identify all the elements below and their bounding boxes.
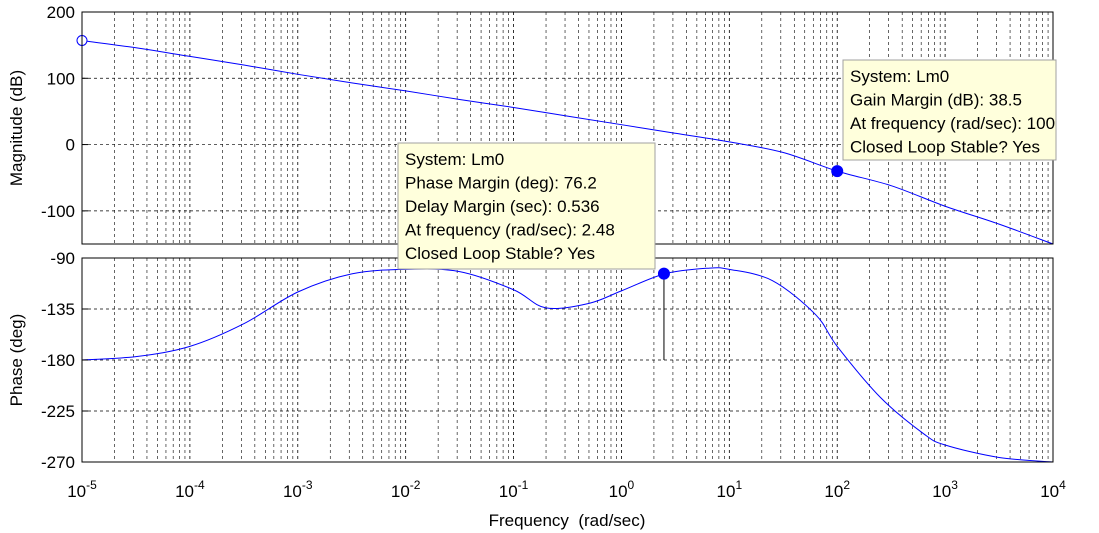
magnitude-curve: [81, 40, 1054, 245]
frequency-tick-label: 100: [609, 478, 635, 501]
frequency-axis-label: Frequency (rad/sec): [489, 511, 646, 530]
magnitude-axis-label: Magnitude (dB): [7, 70, 26, 186]
phase-y-ticks: -90 -135 -180 -225 -270: [41, 249, 88, 472]
magnitude-y-tick-label: 0: [66, 136, 75, 155]
datatip-line: Phase Margin (deg): 76.2: [405, 174, 597, 193]
magnitude-y-tick-label: 100: [47, 69, 75, 88]
datatip-line: At frequency (rad/sec): 100: [850, 114, 1055, 133]
frequency-tick-label: 10-3: [283, 478, 313, 501]
datatip-box: [842, 59, 1057, 161]
phase-margin-marker: [657, 267, 670, 280]
frequency-tick-label: 10-5: [67, 478, 97, 501]
phase-y-tick-label: -90: [50, 249, 75, 268]
magnitude-y-ticks: 200 100 0 -100: [41, 3, 88, 221]
phase-margin-datatip: System: Lm0 Phase Margin (deg): 76.2 Delay…: [397, 142, 656, 270]
frequency-tick-label: 10-1: [499, 478, 529, 501]
gain-margin-datatip: System: Lm0 Gain Margin (dB): 38.5 At freq…: [842, 59, 1057, 161]
phase-y-tick-label: -270: [41, 453, 75, 472]
phase-y-tick-label: -225: [41, 402, 75, 421]
frequency-tick-label: 103: [932, 478, 958, 501]
frequency-tick-label: 102: [824, 478, 850, 501]
phase-axis-label: Phase (deg): [7, 314, 26, 407]
frequency-x-ticks: 10-5 10-4 10-3 10-2 10-1 100 101 102 103 104: [67, 478, 1066, 501]
frequency-tick-label: 104: [1040, 478, 1066, 501]
phase-grid: [82, 258, 1053, 462]
datatip-line: System: Lm0: [850, 67, 949, 86]
phase-y-tick-label: -135: [41, 300, 75, 319]
phase-plot: [81, 267, 1054, 463]
datatips: System: Lm0 Gain Margin (dB): 38.5 At freq…: [397, 59, 1057, 270]
magnitude-plot: [76, 35, 1054, 245]
datatip-line: Gain Margin (dB): 38.5: [850, 91, 1022, 110]
gain-margin-marker: [831, 165, 844, 178]
phase-y-tick-label: -180: [41, 351, 75, 370]
magnitude-y-tick-label: 200: [47, 3, 75, 22]
frequency-tick-label: 101: [717, 478, 743, 501]
phase-curve: [81, 267, 1054, 463]
datatip-line: Delay Margin (sec): 0.536: [405, 197, 600, 216]
datatip-line: Closed Loop Stable? Yes: [405, 244, 595, 263]
datatip-box: [397, 142, 656, 270]
datatip-line: At frequency (rad/sec): 2.48: [405, 221, 615, 240]
datatip-line: Closed Loop Stable? Yes: [850, 138, 1040, 157]
frequency-tick-label: 10-4: [175, 478, 205, 501]
datatip-line: System: Lm0: [405, 150, 504, 169]
frequency-tick-label: 10-2: [391, 478, 421, 501]
magnitude-y-tick-label: -100: [41, 202, 75, 221]
